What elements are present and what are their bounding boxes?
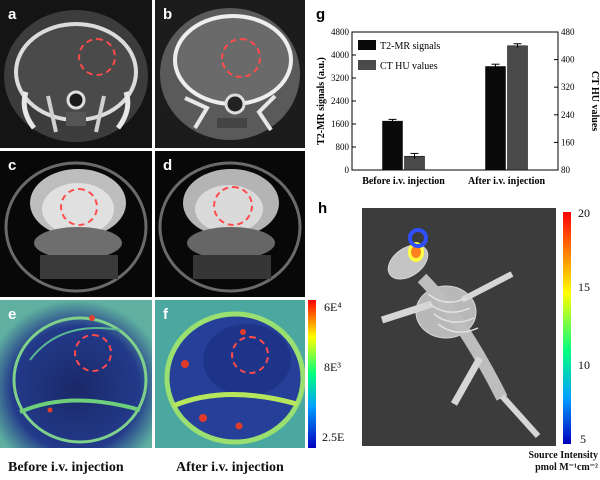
panel-label: c (8, 157, 17, 174)
pa-after-image (155, 300, 305, 448)
panel-label: h (318, 200, 328, 217)
colorbar-ef (308, 300, 316, 448)
y-tick-label: 4800 (331, 27, 350, 37)
y-right-tick-label: 400 (561, 55, 575, 65)
colorbar-ef-mid-label: 8E³ (324, 360, 341, 374)
legend-label: T2-MR signals (380, 41, 440, 52)
panel-label: a (8, 6, 17, 23)
panel-label: b (163, 6, 173, 23)
roi-circle (60, 188, 98, 226)
colorbar-h-title-line1: Source Intensity (528, 450, 598, 461)
panel-b-ct-after: b (155, 0, 305, 148)
y-tick-label: 0 (345, 165, 350, 175)
panel-f-pa-after: f (155, 300, 305, 448)
roi-circle (78, 38, 116, 76)
bar (485, 66, 506, 171)
roi-circle (213, 186, 253, 226)
colorbar-h-tick: 20 (578, 206, 590, 220)
panel-label: e (8, 306, 17, 323)
rat-skeleton-image (362, 208, 556, 446)
caption-before: Before i.v. injection (8, 460, 124, 475)
y-tick-label: 800 (336, 142, 350, 152)
bar-chart: 0 800 1600 2400 3200 4000 4800 80 160 240 320 400 48… (316, 27, 600, 187)
panel-c-mri-before: c (0, 151, 152, 297)
bar (382, 120, 403, 171)
colorbar-h-tick: 10 (578, 358, 590, 372)
y-right-tick-label: 240 (561, 110, 575, 120)
bar (507, 45, 528, 171)
roi-circle (74, 334, 112, 372)
x-tick-label: After i.v. injection (468, 176, 545, 187)
roi-circle (221, 38, 261, 78)
caption-after: After i.v. injection (176, 460, 284, 475)
y-right-tick-label: 480 (561, 27, 575, 37)
ct-before-image (4, 10, 148, 142)
panel-e-pa-before: e (0, 300, 152, 448)
colorbar-h-tick: 5 (580, 432, 586, 446)
panel-label: d (163, 157, 173, 174)
colorbar-ef-top-label: 6E⁴ (324, 300, 342, 314)
y-tick-label: 4000 (331, 50, 350, 60)
colorbar-ef-bottom-label: 2.5E (322, 430, 345, 444)
x-tick-label: Before i.v. injection (362, 176, 445, 187)
y-right-tick-label: 160 (561, 137, 575, 147)
y-axis-label: T2-MR signals (a.u.) (316, 57, 327, 145)
y-right-tick-label: 320 (561, 82, 575, 92)
legend-label: CT HU values (380, 61, 438, 72)
panel-d-mri-after: d (155, 151, 305, 297)
legend-swatch (358, 40, 376, 50)
legend-swatch (358, 60, 376, 70)
pa-before-image (0, 300, 152, 448)
y-tick-label: 1600 (331, 119, 350, 129)
colorbar-h-title: Source Intensity pmol M⁻¹cm⁻² (492, 450, 598, 474)
roi-circle (231, 336, 269, 374)
y-tick-label: 3200 (331, 73, 350, 83)
panel-label: f (163, 306, 168, 323)
colorbar-h (563, 212, 571, 444)
y-right-tick-label: 80 (561, 165, 571, 175)
y-right-axis-label: CT HU values (589, 71, 600, 131)
panel-a-ct-before: a (0, 0, 152, 148)
panel-label: g (316, 6, 326, 23)
panel-h-rat-image (362, 208, 556, 446)
y-tick-label: 2400 (331, 96, 350, 106)
colorbar-h-title-line2: pmol M⁻¹cm⁻² (535, 462, 598, 473)
colorbar-h-tick: 15 (578, 280, 590, 294)
